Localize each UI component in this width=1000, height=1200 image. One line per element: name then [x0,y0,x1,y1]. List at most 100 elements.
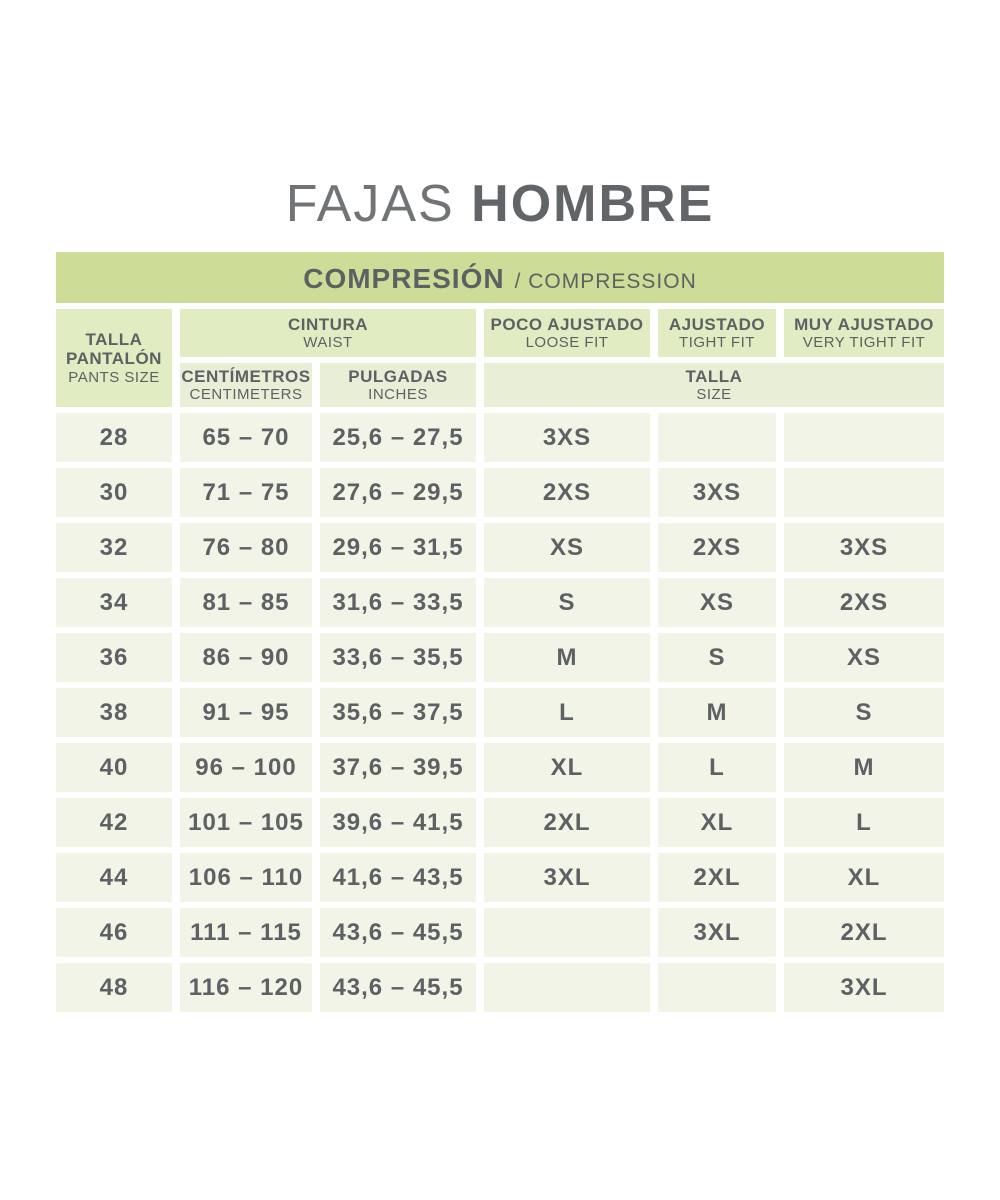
waist-label-en: WAIST [303,334,353,352]
waist-inches-cell: 39,6 – 41,5 [320,798,476,847]
table-row: 40 96 – 100 37,6 – 39,5 XL L M [56,743,944,792]
pants-size-cell: 28 [56,413,172,462]
very-tight-fit-size-cell: 3XL [784,963,944,1012]
pants-size-cell: 40 [56,743,172,792]
waist-inches-cell: 37,6 – 39,5 [320,743,476,792]
table-row: 42 101 – 105 39,6 – 41,5 2XL XL L [56,798,944,847]
col-header-very-tight-fit: MUY AJUSTADO VERY TIGHT FIT [784,309,944,357]
compression-label-en: / COMPRESSION [514,270,697,293]
inches-label-en: INCHES [368,386,428,404]
loose-fit-size-cell: XL [484,743,650,792]
pants-size-label-es: TALLA PANTALÓN [66,329,162,369]
title-word-fajas: FAJAS [285,175,455,233]
loose-fit-size-cell: XS [484,523,650,572]
loose-fit-size-cell [484,963,650,1012]
loose-fit-size-cell: 3XS [484,413,650,462]
waist-cm-cell: 91 – 95 [180,688,312,737]
very-tight-fit-size-cell: S [784,688,944,737]
col-header-waist: CINTURA WAIST [180,309,476,357]
table-row: 38 91 – 95 35,6 – 37,5 L M S [56,688,944,737]
tight-fit-size-cell: XL [658,798,776,847]
waist-cm-cell: 116 – 120 [180,963,312,1012]
very-tight-fit-size-cell: XL [784,853,944,902]
very-tight-fit-size-cell: 3XS [784,523,944,572]
table-row: 32 76 – 80 29,6 – 31,5 XS 2XS 3XS [56,523,944,572]
table-row: 44 106 – 110 41,6 – 43,5 3XL 2XL XL [56,853,944,902]
waist-inches-cell: 41,6 – 43,5 [320,853,476,902]
tight-fit-size-cell [658,413,776,462]
loose-fit-size-cell: 2XS [484,468,650,517]
tight-fit-label-es: AJUSTADO [668,314,766,334]
table-row: 46 111 – 115 43,6 – 45,5 3XL 2XL [56,908,944,957]
loose-fit-size-cell [484,908,650,957]
pants-size-cell: 30 [56,468,172,517]
tight-fit-size-cell [658,963,776,1012]
tight-fit-size-cell: 2XL [658,853,776,902]
very-tight-fit-size-cell: M [784,743,944,792]
loose-fit-label-en: LOOSE FIT [525,334,609,352]
tight-fit-size-cell: L [658,743,776,792]
tight-fit-size-cell: XS [658,578,776,627]
col-header-inches: PULGADAS INCHES [320,363,476,407]
very-tight-fit-label-en: VERY TIGHT FIT [802,334,926,352]
size-label-en: SIZE [696,386,732,404]
loose-fit-label-es: POCO AJUSTADO [490,314,644,334]
compression-label-es: COMPRESIÓN [303,263,505,294]
pants-size-cell: 32 [56,523,172,572]
waist-inches-cell: 33,6 – 35,5 [320,633,476,682]
waist-label-es: CINTURA [288,314,368,334]
tight-fit-size-cell: 2XS [658,523,776,572]
table-row: 28 65 – 70 25,6 – 27,5 3XS [56,413,944,462]
centimeters-label-en: CENTIMETERS [189,386,303,404]
centimeters-label-es: CENTÍMETROS [181,366,311,386]
table-row: 34 81 – 85 31,6 – 33,5 S XS 2XS [56,578,944,627]
loose-fit-size-cell: 3XL [484,853,650,902]
waist-cm-cell: 86 – 90 [180,633,312,682]
loose-fit-size-cell: L [484,688,650,737]
waist-inches-cell: 35,6 – 37,5 [320,688,476,737]
waist-cm-cell: 65 – 70 [180,413,312,462]
pants-size-cell: 42 [56,798,172,847]
size-label-es: TALLA [685,366,743,386]
pants-size-cell: 46 [56,908,172,957]
col-header-pants-size: TALLA PANTALÓN PANTS SIZE [56,309,172,407]
waist-inches-cell: 43,6 – 45,5 [320,908,476,957]
waist-inches-cell: 29,6 – 31,5 [320,523,476,572]
pants-size-cell: 48 [56,963,172,1012]
compression-band: COMPRESIÓN / COMPRESSION [56,252,944,303]
pants-size-cell: 34 [56,578,172,627]
waist-cm-cell: 71 – 75 [180,468,312,517]
pants-size-cell: 36 [56,633,172,682]
table-row: 30 71 – 75 27,6 – 29,5 2XS 3XS [56,468,944,517]
waist-inches-cell: 25,6 – 27,5 [320,413,476,462]
tight-fit-size-cell: S [658,633,776,682]
page-title: FAJAS HOMBRE [56,178,944,230]
very-tight-fit-size-cell: 2XL [784,908,944,957]
very-tight-fit-size-cell: XS [784,633,944,682]
size-chart-page: FAJAS HOMBRE COMPRESIÓN / COMPRESSION TA… [56,0,944,1012]
very-tight-fit-label-es: MUY AJUSTADO [794,314,934,334]
loose-fit-size-cell: S [484,578,650,627]
loose-fit-size-cell: 2XL [484,798,650,847]
tight-fit-size-cell: 3XS [658,468,776,517]
table-body: 28 65 – 70 25,6 – 27,5 3XS 30 71 – 75 27… [56,413,944,1012]
waist-cm-cell: 101 – 105 [180,798,312,847]
pants-size-label-en: PANTS SIZE [68,368,160,386]
col-header-loose-fit: POCO AJUSTADO LOOSE FIT [484,309,650,357]
waist-cm-cell: 76 – 80 [180,523,312,572]
tight-fit-size-cell: 3XL [658,908,776,957]
waist-inches-cell: 43,6 – 45,5 [320,963,476,1012]
tight-fit-size-cell: M [658,688,776,737]
table-header: TALLA PANTALÓN PANTS SIZE CINTURA WAIST … [56,309,944,407]
very-tight-fit-size-cell [784,468,944,517]
waist-cm-cell: 81 – 85 [180,578,312,627]
pants-size-cell: 44 [56,853,172,902]
waist-cm-cell: 111 – 115 [180,908,312,957]
col-header-tight-fit: AJUSTADO TIGHT FIT [658,309,776,357]
waist-cm-cell: 106 – 110 [180,853,312,902]
table-row: 36 86 – 90 33,6 – 35,5 M S XS [56,633,944,682]
col-header-centimeters: CENTÍMETROS CENTIMETERS [180,363,312,407]
inches-label-es: PULGADAS [348,366,448,386]
table-row: 48 116 – 120 43,6 – 45,5 3XL [56,963,944,1012]
very-tight-fit-size-cell [784,413,944,462]
